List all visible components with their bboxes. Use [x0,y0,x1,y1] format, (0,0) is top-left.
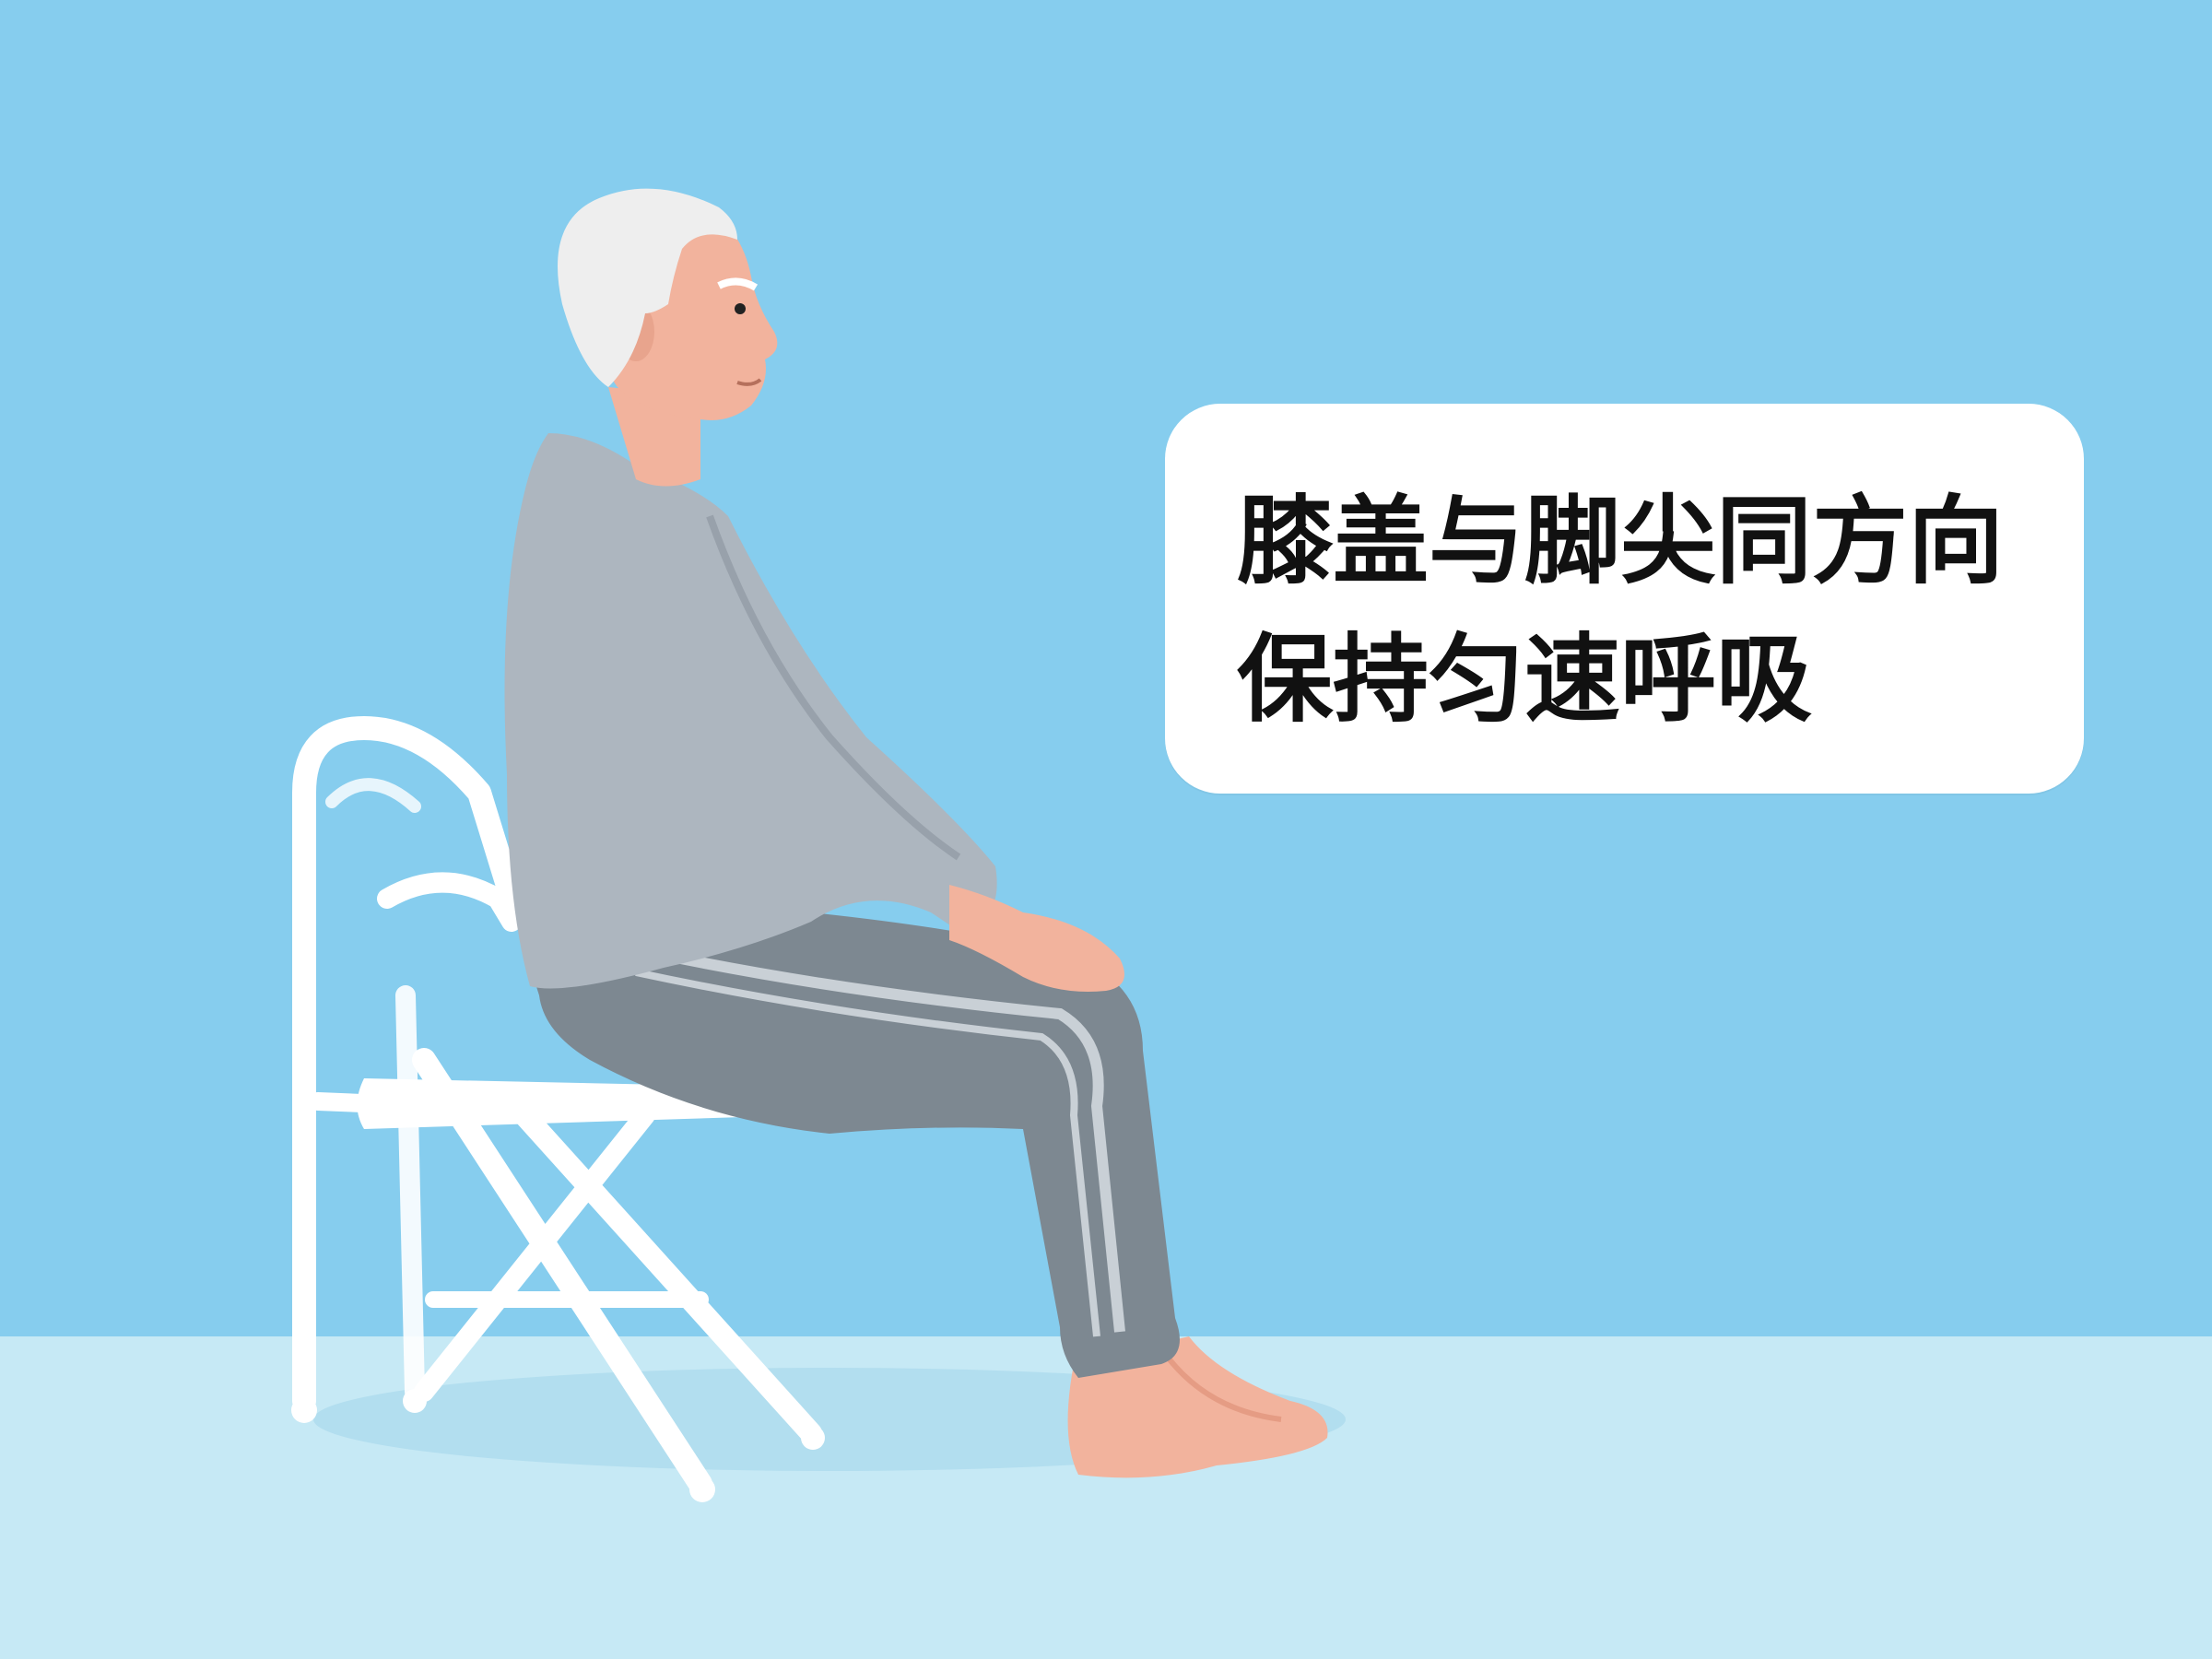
caption-line-1: 膝盖与脚尖同方向 [1237,485,2005,597]
eye [735,303,746,314]
caption-line-2: 保持匀速呼吸 [1237,623,1813,735]
sweater [504,433,997,989]
hair [558,188,737,387]
caption-card: 膝盖与脚尖同方向 保持匀速呼吸 [1165,404,2084,794]
hand [949,885,1124,992]
feet [1067,1336,1328,1478]
pants [534,910,1180,1378]
seated-man-illustration [504,188,1328,1478]
